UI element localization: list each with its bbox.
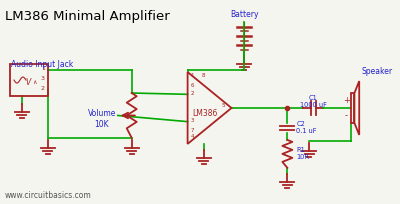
- Text: V: V: [25, 78, 30, 86]
- Text: R1
10R: R1 10R: [296, 147, 309, 160]
- Bar: [351, 93, 354, 123]
- Text: 2: 2: [41, 86, 45, 91]
- Text: 4: 4: [190, 134, 194, 139]
- Text: 8: 8: [202, 73, 205, 78]
- Text: C2
0.1 uF: C2 0.1 uF: [296, 121, 317, 134]
- Text: 5: 5: [222, 103, 225, 109]
- Text: Volume
10K: Volume 10K: [88, 110, 116, 129]
- Text: Audio Input Jack: Audio Input Jack: [11, 60, 73, 69]
- Text: 6: 6: [190, 83, 194, 88]
- Text: 2: 2: [190, 91, 194, 96]
- Text: 1: 1: [41, 66, 45, 71]
- Text: Battery: Battery: [230, 10, 259, 19]
- Text: LM386: LM386: [192, 110, 217, 119]
- Text: 3: 3: [190, 118, 194, 123]
- Text: -: -: [345, 111, 348, 121]
- Text: Speaker: Speaker: [361, 67, 392, 76]
- Text: www.circuitbasics.com: www.circuitbasics.com: [5, 191, 92, 200]
- Text: C1
1000 uF: C1 1000 uF: [300, 95, 327, 108]
- Text: LM386 Minimal Amplifier: LM386 Minimal Amplifier: [5, 10, 170, 23]
- Text: 1: 1: [190, 73, 194, 78]
- Text: 7: 7: [190, 128, 194, 133]
- Text: +: +: [343, 95, 350, 104]
- Text: $\wedge$: $\wedge$: [32, 78, 38, 86]
- Text: 3: 3: [41, 76, 45, 81]
- Bar: [10, 64, 48, 96]
